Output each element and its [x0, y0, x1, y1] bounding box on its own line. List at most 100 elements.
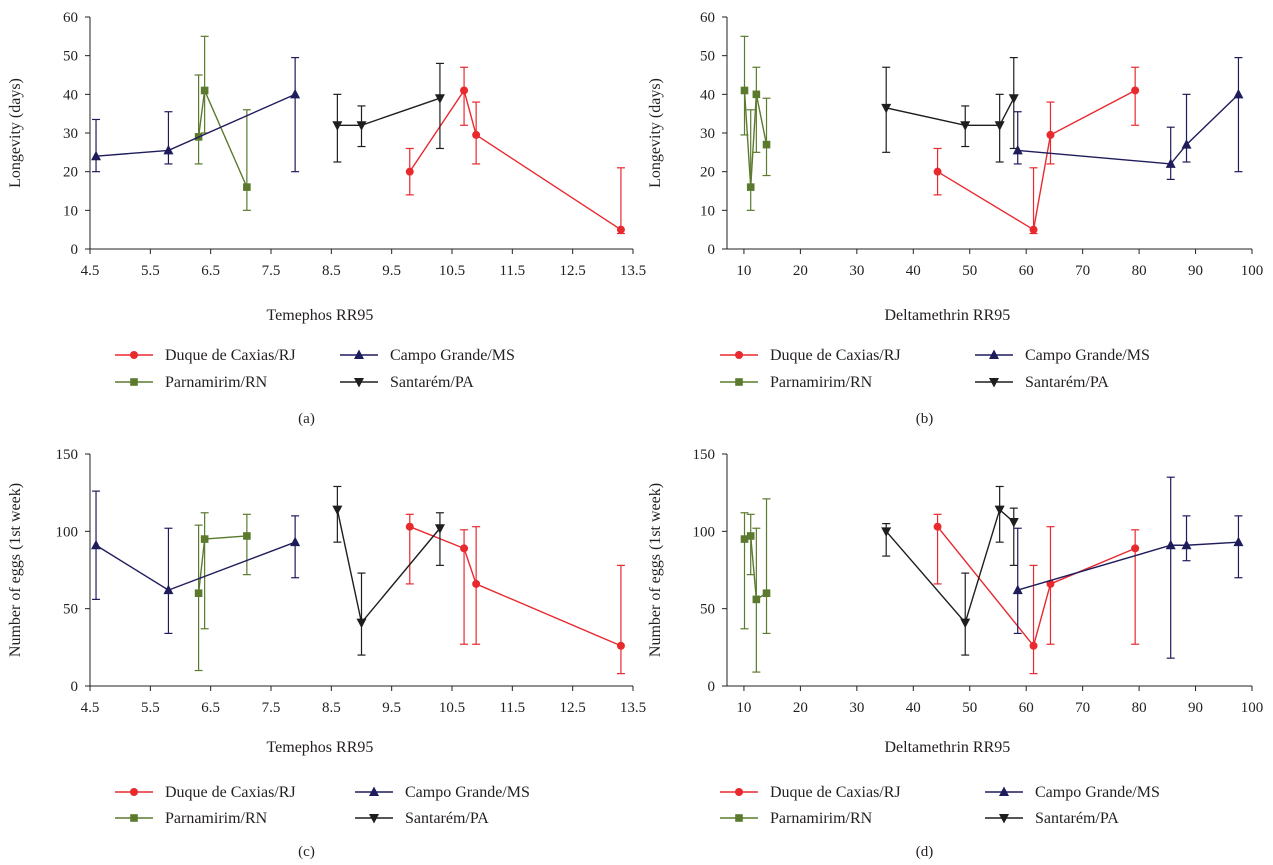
legend-marker: [989, 378, 999, 388]
legend-label: Duque de Caxias/RJ: [770, 347, 901, 364]
legend-marker: [354, 378, 364, 388]
y-tick-label: 60: [700, 10, 715, 26]
legend-label: Campo Grande/MS: [390, 347, 515, 364]
panel-label: (b): [916, 411, 934, 427]
legend-item-duque: Duque de Caxias/RJ: [720, 347, 901, 364]
x-tick-label: 5.5: [141, 700, 160, 716]
legend-marker: [369, 814, 379, 824]
legend-label: Santarém/PA: [405, 810, 489, 827]
data-point: [460, 544, 469, 553]
data-point: [752, 595, 761, 604]
x-tick-label: 12.5: [560, 263, 586, 279]
y-tick-label: 150: [56, 447, 79, 463]
legend: Duque de Caxias/RJ Campo Grande/MS Parnami…: [115, 347, 515, 391]
data-point: [881, 103, 892, 114]
legend-item-campo: Campo Grande/MS: [985, 784, 1160, 801]
panel-label: (c): [298, 844, 315, 860]
series-campo: [91, 56, 301, 173]
data-point: [1181, 539, 1192, 550]
x-tick-label: 20: [793, 263, 808, 279]
legend-label: Duque de Caxias/RJ: [165, 347, 296, 364]
series-line: [937, 89, 1136, 231]
y-tick-label: 40: [700, 87, 715, 103]
legend-item-duque: Duque de Caxias/RJ: [720, 784, 901, 801]
x-axis-label: Deltamethrin RR95: [885, 307, 1011, 324]
series-line: [886, 97, 1015, 126]
legend-item-campo: Campo Grande/MS: [355, 784, 530, 801]
data-point: [1029, 641, 1038, 650]
data-point: [91, 150, 102, 161]
series-parnamirim: [740, 498, 771, 673]
legend-label: Duque de Caxias/RJ: [770, 784, 901, 801]
x-axis-label: Temephos RR95: [267, 307, 374, 324]
series-duque: [405, 66, 625, 235]
series-line: [885, 508, 1015, 625]
x-tick-label: 60: [1019, 700, 1034, 716]
series-line: [409, 526, 622, 647]
legend-label: Duque de Caxias/RJ: [165, 784, 296, 801]
data-point: [332, 505, 343, 516]
data-point: [163, 144, 174, 155]
data-point: [1165, 539, 1176, 550]
legend: Duque de Caxias/RJ Campo Grande/MS Parnami…: [720, 784, 1160, 827]
legend-label: Parnamirim/RN: [770, 810, 873, 827]
x-tick-label: 4.5: [81, 700, 100, 716]
series-line: [197, 87, 248, 188]
x-tick-label: 10.5: [439, 263, 465, 279]
x-tick-label: 90: [1188, 263, 1203, 279]
legend-label: Parnamirim/RN: [165, 374, 268, 391]
x-tick-label: 70: [1075, 263, 1090, 279]
x-tick-label: 9.5: [382, 700, 401, 716]
x-tick-label: 40: [906, 700, 921, 716]
y-tick-label: 0: [708, 679, 716, 695]
data-point: [746, 183, 755, 191]
y-tick-label: 60: [63, 10, 78, 26]
x-axis-label: Deltamethrin RR95: [885, 739, 1011, 756]
data-point: [960, 618, 971, 629]
x-tick-label: 8.5: [322, 700, 341, 716]
legend-marker: [735, 378, 743, 386]
data-point: [356, 618, 367, 629]
y-tick-label: 100: [693, 524, 716, 540]
series-line: [197, 535, 247, 594]
data-point: [1131, 544, 1140, 553]
legend-label: Parnamirim/RN: [165, 810, 268, 827]
legend-marker: [130, 351, 138, 359]
chart-panel-c: 4.5 5.5 6.5 7.5 8.5 9.5 10.5 11.5 12.5 13.5 0 50 100…: [7, 447, 646, 860]
legend-label: Parnamirim/RN: [770, 374, 873, 391]
x-tick-label: 30: [849, 700, 864, 716]
y-tick-label: 100: [56, 524, 79, 540]
y-tick-label: 20: [700, 165, 715, 181]
series-santarem: [332, 485, 445, 656]
data-point: [91, 539, 102, 550]
series-line: [95, 541, 296, 591]
data-point: [472, 130, 481, 139]
legend-label: Campo Grande/MS: [405, 784, 530, 801]
series-line: [336, 509, 441, 625]
y-axis-label: Longevity (days): [7, 78, 24, 188]
data-point: [200, 86, 209, 95]
x-tick-label: 80: [1132, 263, 1147, 279]
series-parnamirim: [740, 35, 771, 211]
legend-label: Santarém/PA: [1035, 810, 1119, 827]
series-line: [95, 93, 296, 157]
legend-item-parnamirim: Parnamirim/RN: [115, 810, 268, 827]
data-point: [1012, 584, 1023, 595]
legend-marker: [735, 788, 743, 796]
x-tick-label: 60: [1019, 263, 1034, 279]
x-tick-label: 6.5: [201, 700, 220, 716]
legend-label: Campo Grande/MS: [1025, 347, 1150, 364]
data-point: [434, 94, 445, 104]
x-tick-label: 8.5: [322, 263, 341, 279]
data-point: [1012, 144, 1023, 155]
legend-marker: [735, 814, 743, 822]
x-tick-label: 40: [906, 263, 921, 279]
y-tick-label: 50: [700, 602, 715, 618]
x-tick-label: 11.5: [499, 263, 525, 279]
x-tick-label: 11.5: [499, 700, 525, 716]
y-tick-label: 0: [708, 242, 716, 258]
series-line: [337, 97, 441, 126]
data-point: [933, 522, 942, 531]
data-point: [1046, 130, 1055, 139]
legend-item-campo: Campo Grande/MS: [340, 347, 515, 364]
